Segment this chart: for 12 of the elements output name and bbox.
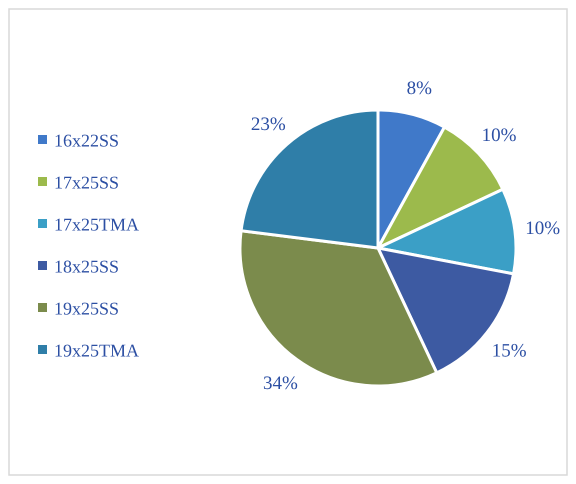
data-label: 8%: [406, 78, 432, 99]
data-label: 10%: [482, 125, 517, 146]
data-label: 10%: [525, 218, 560, 239]
legend-label: 19x25SS: [54, 298, 120, 318]
legend-label: 16x22SS: [54, 130, 120, 150]
legend-label: 17x25TMA: [54, 214, 139, 234]
data-label: 34%: [263, 372, 298, 394]
data-label: 15%: [492, 340, 527, 362]
data-label: 23%: [250, 114, 286, 136]
legend-label: 19x25TMA: [54, 340, 139, 360]
legend-label: 18x25SS: [54, 256, 120, 276]
legend-label: 17x25SS: [54, 172, 120, 192]
